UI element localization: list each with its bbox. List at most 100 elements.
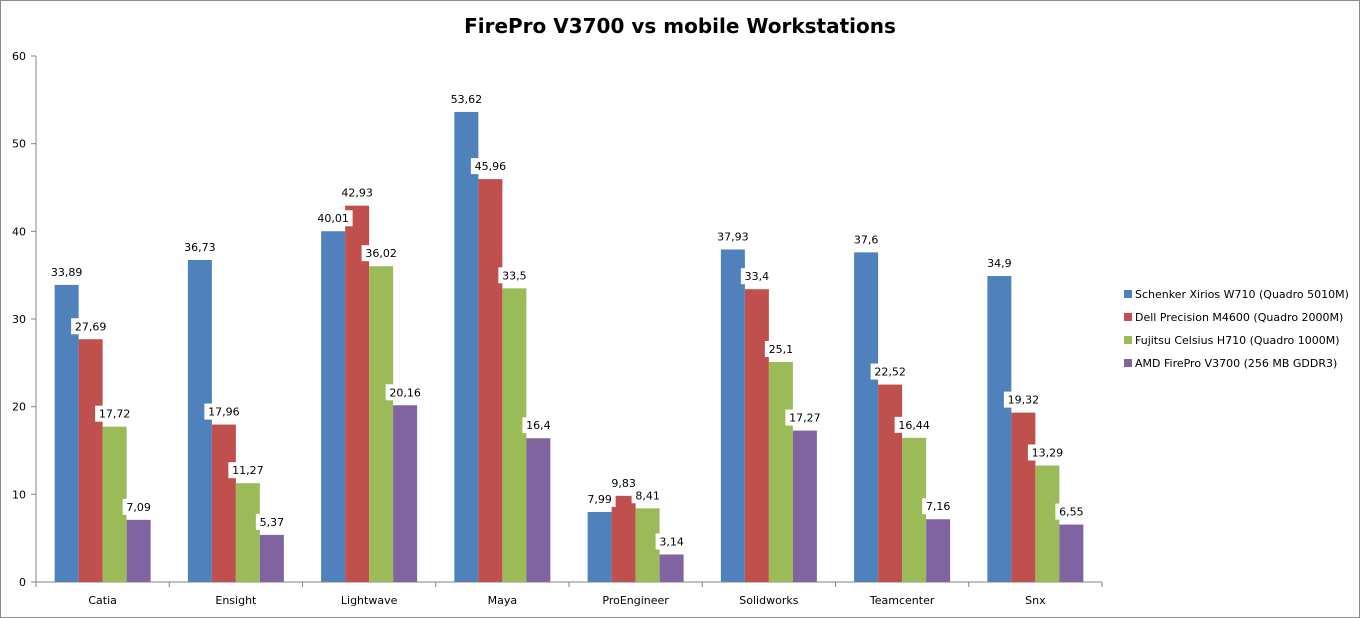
- data-label: 25,1: [769, 343, 794, 356]
- legend-entry: Fujitsu Celsius H710 (Quadro 1000M): [1135, 334, 1340, 347]
- bar: [187, 260, 212, 582]
- legend-swatch: [1124, 313, 1132, 321]
- data-label: 53,62: [451, 93, 483, 106]
- data-label-background: [385, 384, 425, 401]
- bar: [720, 249, 745, 582]
- bar: [792, 430, 817, 582]
- data-label-background: [204, 403, 244, 420]
- bar: [478, 179, 503, 583]
- data-label: 13,29: [1032, 446, 1064, 459]
- bar: [1035, 465, 1060, 582]
- data-label-background: [983, 255, 1016, 272]
- data-label: 20,16: [389, 386, 421, 399]
- data-label: 17,72: [99, 408, 131, 421]
- data-label: 3,14: [659, 535, 684, 548]
- y-tick-label: 20: [12, 401, 26, 414]
- data-label-background: [894, 416, 934, 433]
- data-label-background: [583, 490, 616, 507]
- bar: [235, 483, 260, 582]
- bar: [502, 288, 527, 582]
- data-label-background: [1003, 391, 1043, 408]
- bar: [1059, 524, 1084, 582]
- x-tick-label: Snx: [1025, 594, 1046, 607]
- data-label: 7,99: [587, 493, 612, 506]
- data-label: 37,6: [854, 233, 879, 246]
- data-label: 11,27: [232, 464, 264, 477]
- bar: [369, 266, 394, 582]
- data-label: 17,96: [208, 406, 240, 419]
- data-label: 45,96: [475, 160, 507, 173]
- data-label-background: [122, 498, 155, 515]
- data-label-background: [470, 158, 510, 175]
- data-label: 33,4: [745, 270, 770, 283]
- data-label-background: [740, 268, 773, 285]
- data-label-background: [870, 363, 910, 380]
- data-label: 34,9: [987, 257, 1012, 270]
- bar: [659, 554, 684, 582]
- legend: Schenker Xirios W710 (Quadro 5010M) Dell …: [1124, 288, 1349, 370]
- bar: [321, 231, 346, 582]
- x-tick-label: Lightwave: [341, 594, 398, 607]
- data-label: 42,93: [341, 187, 373, 200]
- x-tick-label: Maya: [488, 594, 517, 607]
- data-label: 5,37: [260, 516, 285, 529]
- data-label-background: [255, 513, 288, 530]
- bar: [587, 511, 612, 582]
- y-tick-label: 30: [12, 313, 26, 326]
- data-label-background: [361, 245, 401, 262]
- data-label-background: [713, 228, 753, 245]
- data-label-background: [71, 318, 111, 335]
- data-label: 9,83: [611, 477, 636, 490]
- bar: [987, 276, 1012, 582]
- bar: [393, 405, 418, 582]
- data-label-background: [785, 409, 825, 426]
- data-label-background: [631, 487, 664, 504]
- x-tick-label: Catia: [88, 594, 117, 607]
- bar: [454, 111, 479, 582]
- bar: [878, 384, 903, 582]
- bar: [526, 438, 551, 582]
- data-label-background: [47, 263, 87, 280]
- y-tick-label: 50: [12, 138, 26, 151]
- data-label: 36,73: [184, 241, 216, 254]
- data-label: 7,09: [126, 501, 151, 514]
- bar: [768, 361, 793, 582]
- data-label: 22,52: [874, 366, 906, 379]
- bar: [259, 534, 284, 582]
- legend-swatch: [1124, 336, 1132, 344]
- data-label-background: [922, 498, 955, 515]
- data-label: 37,93: [717, 230, 749, 243]
- data-label-background: [498, 267, 531, 284]
- data-label-background: [522, 417, 555, 434]
- x-tick-label: ProEngineer: [602, 594, 669, 607]
- bar: [1011, 412, 1036, 582]
- legend-entry: Dell Precision M4600 (Quadro 2000M): [1135, 311, 1343, 324]
- data-label: 33,89: [51, 266, 83, 279]
- data-label-background: [764, 340, 797, 357]
- data-label-background: [1055, 503, 1088, 520]
- bar: [54, 284, 79, 582]
- data-label: 17,27: [789, 412, 821, 425]
- bar: [126, 519, 151, 582]
- data-label: 6,55: [1059, 506, 1084, 519]
- data-label: 40,01: [317, 212, 349, 225]
- bar: [211, 424, 236, 582]
- data-label-background: [228, 462, 268, 479]
- data-label: 33,5: [502, 269, 527, 282]
- legend-entry: AMD FirePro V3700 (256 MB GDDR3): [1135, 357, 1337, 370]
- bar: [926, 519, 951, 582]
- y-tick-label: 40: [12, 225, 26, 238]
- data-label: 19,32: [1008, 394, 1040, 407]
- legend-entry: Schenker Xirios W710 (Quadro 5010M): [1135, 288, 1349, 301]
- data-label: 7,16: [926, 500, 951, 513]
- data-label: 27,69: [75, 320, 107, 333]
- x-tick-label: Solidworks: [739, 594, 798, 607]
- y-tick-label: 0: [19, 576, 26, 589]
- chart-title: FirePro V3700 vs mobile Workstations: [464, 14, 896, 38]
- data-label: 16,44: [898, 419, 930, 432]
- data-label: 36,02: [365, 247, 397, 260]
- data-label: 16,4: [526, 419, 551, 432]
- plot-area: 0 10 20 30 40 50 60 Catia Ensight Lightwave Maya Pr…: [12, 50, 1103, 607]
- data-label-background: [180, 239, 220, 256]
